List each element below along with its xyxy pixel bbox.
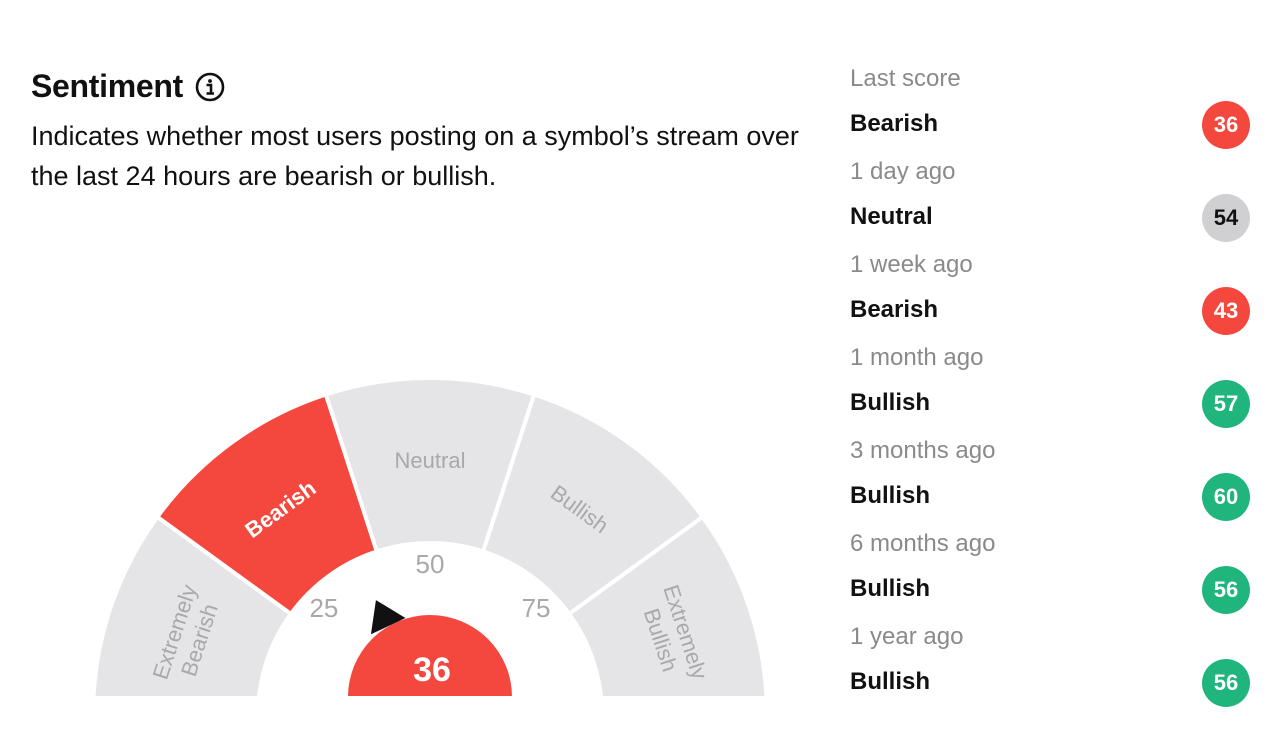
history-score-badge: 56 <box>1202 659 1250 707</box>
gauge-needle <box>370 600 406 635</box>
history-timeframe: 3 months ago <box>850 437 996 464</box>
history-score-badge: 56 <box>1202 566 1250 614</box>
history-timeframe: 1 month ago <box>850 344 984 371</box>
gauge-tick-0: 0 <box>278 691 292 700</box>
history-sentiment-label: Bullish <box>850 575 931 602</box>
page-title: Sentiment <box>31 68 183 104</box>
history-item: Last score Bearish 36 <box>850 62 1252 155</box>
history-timeframe: 1 year ago <box>850 623 964 650</box>
history-sentiment-label: Bearish <box>850 296 939 323</box>
history-item: 6 months ago Bullish 56 <box>850 527 1252 620</box>
history-sentiment-label: Neutral <box>850 203 933 230</box>
gauge-tick-75: 75 <box>522 593 551 623</box>
history-sentiment-label: Bullish <box>850 482 931 509</box>
history-timeframe: 6 months ago <box>850 530 996 557</box>
gauge-tick-100: 100 <box>545 691 588 700</box>
history-score-badge: 60 <box>1202 473 1250 521</box>
sentiment-gauge: ExtremelyBearishBearishNeutralBullishExt… <box>91 376 769 700</box>
history-item: 1 week ago Bearish 43 <box>850 248 1252 341</box>
sentiment-history: Last score Bearish 36 1 day ago Neutral 54 1 w… <box>850 62 1252 713</box>
history-item: 1 month ago Bullish 57 <box>850 341 1252 434</box>
history-score-badge: 57 <box>1202 380 1250 428</box>
history-item: 1 year ago Bullish 56 <box>850 620 1252 713</box>
history-sentiment-label: Bearish <box>850 110 939 137</box>
gauge-score-dome <box>348 615 512 696</box>
history-item: 1 day ago Neutral 54 <box>850 155 1252 248</box>
history-item: 3 months ago Bullish 60 <box>850 434 1252 527</box>
gauge-score-value: 36 <box>413 651 451 689</box>
history-score-badge: 54 <box>1202 194 1250 242</box>
info-icon[interactable] <box>195 72 225 102</box>
gauge-segment-extremely-bullish <box>567 514 769 696</box>
title-row: Sentiment <box>31 68 225 105</box>
history-score-badge: 36 <box>1202 101 1250 149</box>
sentiment-description: Indicates whether most users posting on … <box>31 121 799 191</box>
history-timeframe: Last score <box>850 65 961 92</box>
gauge-label-neutral: Neutral <box>395 448 466 473</box>
gauge-tick-50: 50 <box>416 549 445 579</box>
history-sentiment-label: Bullish <box>850 389 931 416</box>
history-score-badge: 43 <box>1202 287 1250 335</box>
history-timeframe: 1 week ago <box>850 251 973 278</box>
gauge-tick-25: 25 <box>309 593 338 623</box>
history-sentiment-label: Bullish <box>850 668 931 695</box>
history-timeframe: 1 day ago <box>850 158 956 185</box>
